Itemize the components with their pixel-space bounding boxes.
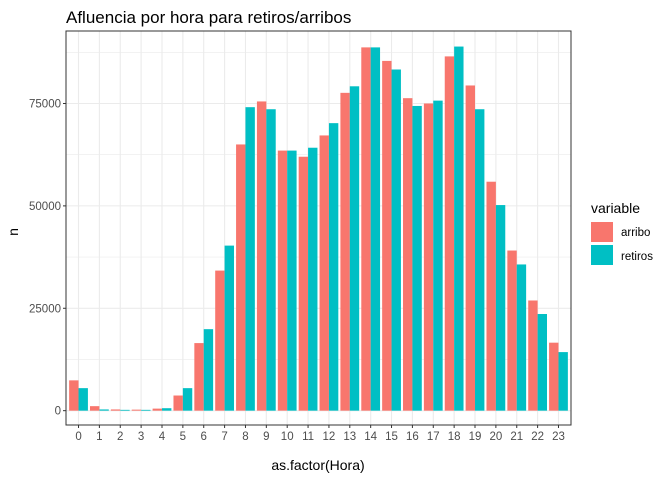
bar-arribo-22 (528, 300, 538, 411)
bar-arribo-1 (90, 406, 100, 411)
legend-key-arribo (591, 222, 613, 242)
bar-retiros-6 (203, 329, 214, 411)
bar-retiros-11 (308, 147, 318, 411)
bar-arribo-13 (340, 92, 350, 411)
bar-retiros-8 (245, 107, 255, 411)
bar-retiros-20 (495, 205, 506, 411)
bars-group (69, 46, 568, 411)
legend: variable arribo retiros (591, 200, 653, 265)
y-axis-title: n (5, 228, 21, 236)
bar-retiros-0 (78, 388, 88, 411)
bar-retiros-18 (454, 46, 464, 411)
bar-retiros-16 (412, 105, 422, 411)
bar-retiros-10 (287, 150, 297, 411)
bar-retiros-2 (120, 409, 130, 411)
bar-retiros-12 (328, 123, 339, 411)
x-tick-label: 22 (531, 431, 544, 443)
bar-arribo-20 (486, 181, 496, 411)
bar-arribo-9 (256, 101, 267, 411)
bar-retiros-1 (99, 409, 109, 411)
bar-arribo-15 (382, 60, 392, 411)
x-tick-label: 23 (552, 431, 565, 443)
plot-panel-border (65, 30, 572, 426)
y-tick-label: 75000 (29, 98, 61, 110)
legend-title: variable (591, 200, 640, 216)
x-tick-label: 18 (448, 431, 461, 443)
x-tick-label: 3 (138, 431, 144, 443)
x-tick-label: 16 (406, 431, 419, 443)
bar-arribo-14 (361, 47, 371, 411)
x-tick-label: 7 (221, 431, 227, 443)
x-tick-label: 6 (201, 431, 207, 443)
bar-retiros-14 (370, 47, 381, 411)
bar-retiros-21 (516, 264, 527, 411)
bar-arribo-23 (549, 342, 559, 411)
bar-arribo-3 (131, 409, 142, 411)
bar-arribo-12 (319, 135, 329, 411)
x-tick-label: 15 (385, 431, 398, 443)
bar-retiros-15 (391, 69, 401, 411)
bar-retiros-17 (433, 100, 443, 411)
bar-arribo-5 (173, 395, 183, 411)
x-tick-label: 11 (302, 431, 314, 443)
bar-retiros-7 (224, 245, 234, 411)
y-tick-label: 0 (55, 406, 61, 418)
x-axis: 0 1 2 3 4 5 6 7 8 9 10 11 12 13 14 15 16 17 18 19 20 21 22 23 (75, 425, 565, 443)
bar-arribo-19 (465, 85, 476, 411)
bar-arribo-6 (194, 343, 204, 411)
bar-arribo-11 (298, 156, 309, 411)
bar-arribo-4 (152, 408, 162, 411)
x-tick-label: 4 (159, 431, 166, 443)
legend-key-retiros (591, 245, 613, 265)
bar-arribo-7 (215, 270, 225, 411)
bar-arribo-8 (236, 144, 246, 411)
chart-title: Afluencia por hora para retiros/arribos (66, 8, 351, 27)
bar-retiros-23 (558, 352, 568, 411)
x-tick-label: 1 (96, 431, 102, 443)
bar-retiros-22 (537, 314, 547, 411)
y-axis: 0 25000 50000 75000 (29, 98, 66, 418)
x-tick-label: 5 (180, 431, 186, 443)
y-tick-label: 25000 (29, 303, 61, 315)
bar-arribo-10 (277, 150, 288, 411)
x-tick-label: 10 (281, 431, 294, 443)
y-tick-label: 50000 (29, 201, 61, 213)
x-tick-label: 0 (75, 431, 81, 443)
bar-retiros-3 (141, 409, 151, 411)
bar-retiros-4 (161, 408, 172, 411)
bar-retiros-5 (182, 388, 193, 411)
x-tick-label: 17 (427, 431, 440, 443)
x-tick-label: 21 (510, 431, 523, 443)
bar-arribo-17 (423, 103, 434, 411)
x-axis-title: as.factor(Hora) (271, 457, 364, 473)
x-tick-label: 8 (242, 431, 248, 443)
bar-arribo-18 (444, 56, 455, 411)
legend-label-retiros: retiros (621, 251, 653, 263)
x-tick-label: 13 (343, 431, 356, 443)
bar-arribo-2 (110, 409, 121, 411)
x-tick-label: 19 (469, 431, 482, 443)
x-tick-label: 2 (117, 431, 123, 443)
bar-arribo-16 (403, 98, 413, 411)
bar-arribo-0 (69, 380, 79, 411)
bar-arribo-21 (507, 250, 517, 411)
bar-retiros-13 (349, 86, 360, 411)
x-tick-label: 20 (489, 431, 502, 443)
legend-label-arribo: arribo (621, 227, 650, 239)
x-tick-label: 9 (263, 431, 269, 443)
x-tick-label: 12 (323, 431, 336, 443)
bar-retiros-19 (475, 109, 485, 411)
bar-retiros-9 (266, 109, 276, 411)
x-tick-label: 14 (364, 431, 377, 443)
